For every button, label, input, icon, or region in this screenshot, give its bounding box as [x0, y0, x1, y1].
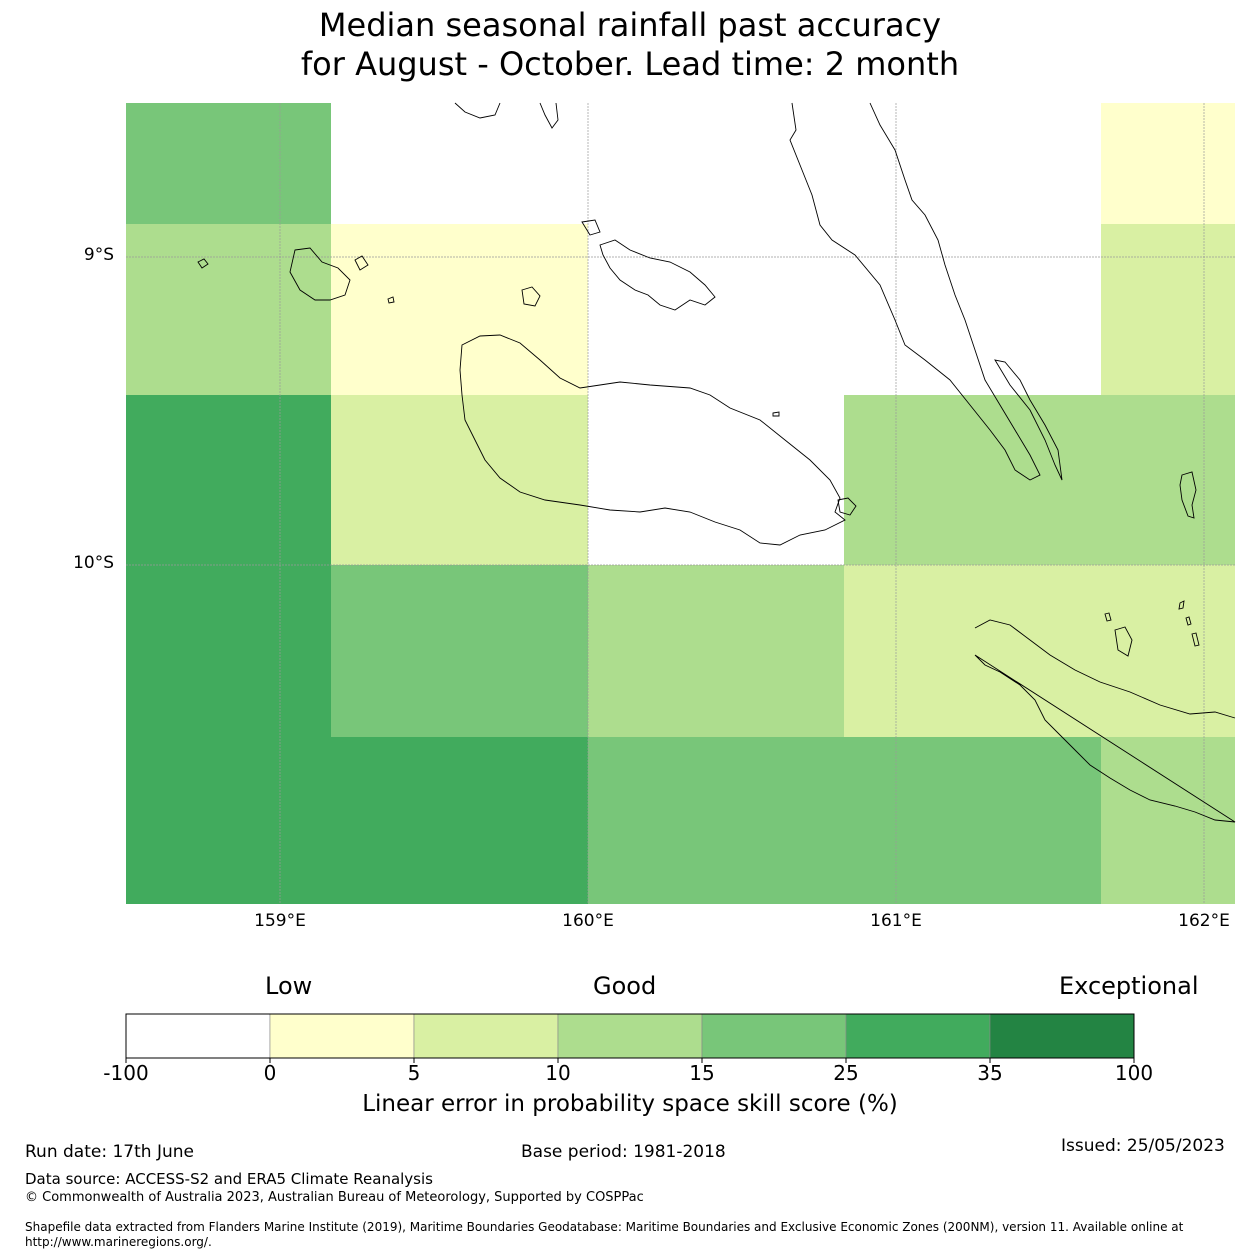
legend-category-good: Good: [593, 972, 657, 1000]
legend-category-exceptional: Exceptional: [1059, 972, 1199, 1000]
colorbar-tick: 100: [1114, 1061, 1154, 1085]
grid-cell: [331, 224, 588, 395]
colorbar-swatch: [269, 1013, 415, 1059]
base-period: Base period: 1981-2018: [521, 1142, 726, 1162]
coastline-island-small-6: [1104, 600, 1200, 647]
colorbar-tick: 0: [263, 1061, 277, 1085]
coastline-sangi: [994, 359, 1063, 481]
skill-grid: [126, 103, 1235, 904]
run-date: Run date: 17th June: [25, 1142, 194, 1162]
coastline-makira: [974, 619, 1236, 823]
lon-label-160e: 160°E: [562, 911, 614, 931]
copyright: © Commonwealth of Australia 2023, Austra…: [25, 1190, 644, 1205]
grid-cell: [588, 395, 844, 565]
grid-cell: [126, 103, 331, 224]
coastline-savo: [454, 102, 559, 129]
grid-cell: [1101, 103, 1235, 224]
colorbar-tick: 10: [545, 1061, 571, 1085]
coastline-island-small-4: [772, 411, 780, 417]
grid-cell: [844, 103, 1101, 224]
coastline-island-small-3: [387, 296, 395, 304]
grid-cell: [1101, 565, 1235, 737]
coastline-island-small-1: [197, 258, 209, 269]
grid-cell: [844, 395, 1101, 565]
grid-cell: [1101, 224, 1235, 395]
colorbar-swatch: [413, 1013, 559, 1059]
grid-cell: [588, 737, 844, 904]
coastlines: [197, 102, 1236, 823]
colorbar-tick: -100: [103, 1061, 149, 1085]
grid-cell: [331, 565, 588, 737]
colorbar-tick: 15: [689, 1061, 715, 1085]
colorbar-tick: 25: [833, 1061, 859, 1085]
grid-cell: [1101, 737, 1235, 904]
grid-cell: [331, 737, 588, 904]
chart-title-line-1: Median seasonal rainfall past accuracy: [318, 6, 942, 44]
grid-cell: [331, 395, 588, 565]
grid-cell: [126, 395, 331, 565]
colorbar: [125, 1013, 1135, 1063]
grid-cell: [844, 224, 1101, 395]
coastline-island-small-5: [1114, 626, 1133, 657]
lon-label-161e: 161°E: [870, 911, 922, 931]
colorbar-swatch: [845, 1013, 991, 1059]
grid-cell: [126, 565, 331, 737]
colorbar-label: Linear error in probability space skill …: [362, 1091, 898, 1117]
data-source: Data source: ACCESS-S2 and ERA5 Climate …: [25, 1170, 433, 1188]
lon-label-162e: 162°E: [1178, 911, 1230, 931]
colorbar-tick: 5: [407, 1061, 421, 1085]
lat-label-10s: 10°S: [73, 553, 114, 573]
coastline-russell: [289, 247, 369, 301]
coastline-isabel: [789, 102, 1041, 481]
colorbar-frame: [125, 1013, 1135, 1059]
coastline-island-small-2: [521, 286, 541, 307]
colorbar-swatch: [989, 1013, 1135, 1059]
graticule: [126, 103, 1235, 904]
grid-cell: [126, 737, 331, 904]
shapefile-credit: Shapefile data extracted from Flanders M…: [25, 1220, 1184, 1249]
lat-label-9s: 9°S: [83, 245, 114, 265]
lon-label-159e: 159°E: [254, 911, 306, 931]
legend-category-low: Low: [265, 972, 313, 1000]
grid-cell: [588, 565, 844, 737]
grid-cell: [588, 103, 844, 224]
coastline-ulawa: [1179, 471, 1197, 519]
chart-title-line-2: for August - October. Lead time: 2 month: [300, 45, 960, 83]
colorbar-swatch: [701, 1013, 847, 1059]
grid-cell: [126, 224, 331, 395]
grid-cell: [331, 103, 588, 224]
issued-date: Issued: 25/05/2023: [1061, 1136, 1225, 1156]
coastline-florida: [581, 219, 716, 311]
coastline-marau-islets: [837, 497, 857, 516]
grid-cell: [1101, 395, 1235, 565]
colorbar-swatch: [557, 1013, 703, 1059]
grid-cell: [844, 737, 1101, 904]
grid-cell: [588, 224, 844, 395]
coastline-guadalcanal: [459, 334, 846, 546]
colorbar-tick: 35: [977, 1061, 1003, 1085]
colorbar-swatch: [125, 1013, 271, 1059]
